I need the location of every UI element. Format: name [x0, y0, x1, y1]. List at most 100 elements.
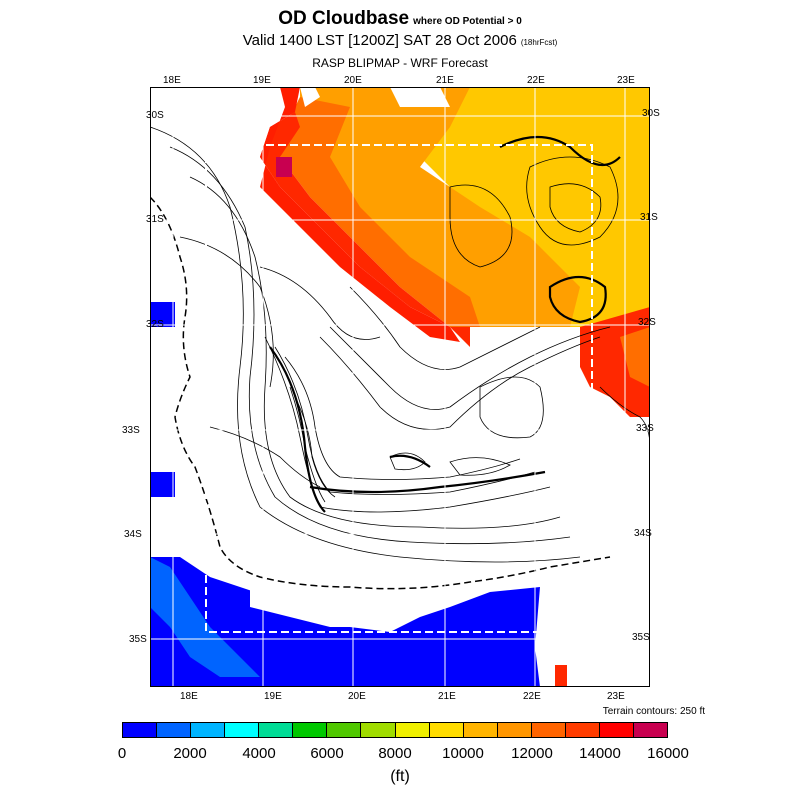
lat-label-left: 32S: [146, 319, 164, 330]
domain-box-outline: [205, 144, 593, 633]
legend-label: 0: [117, 745, 127, 762]
field-gap-2: [300, 87, 320, 107]
lon-label-bottom: 18E: [180, 691, 198, 702]
field-dark-orange-east: [620, 327, 650, 387]
legend-label: 16000: [647, 745, 689, 762]
contour-13: [479, 376, 544, 439]
lon-label-bottom: 19E: [264, 691, 282, 702]
coastline: [150, 196, 611, 590]
legend-swatch: [565, 723, 600, 737]
legend-swatch: [259, 723, 294, 737]
legend-swatch: [497, 723, 532, 737]
lon-label-top: 19E: [253, 75, 271, 86]
legend-swatch: [123, 723, 158, 737]
legend-swatch: [531, 723, 566, 737]
lat-label-right: 32S: [638, 317, 656, 328]
lon-label-top: 18E: [163, 75, 181, 86]
thick-contour-1: [269, 346, 326, 513]
thick-contour-4: [499, 136, 621, 167]
terrain-note: Terrain contours: 250 ft: [602, 706, 705, 717]
field-dark-orange: [280, 97, 480, 327]
legend-swatch: [429, 723, 464, 737]
field-blue-south: [150, 557, 540, 687]
thick-contour-5: [389, 454, 431, 468]
domain-box: [205, 144, 593, 633]
lon-label-top: 23E: [617, 75, 635, 86]
field-red-spot: [555, 665, 567, 687]
legend-label: 8000: [378, 745, 412, 762]
lon-label-bottom: 22E: [523, 691, 541, 702]
lat-label-right: 30S: [642, 108, 660, 119]
legend-label: 2000: [173, 745, 207, 762]
valid-time: Valid 1400 LST [1200Z] SAT 28 Oct 2006 (1…: [0, 32, 800, 49]
contour-14: [389, 452, 426, 471]
legend-label: 12000: [511, 745, 553, 762]
legend-label: 14000: [579, 745, 621, 762]
legend-swatch: [191, 723, 226, 737]
contour-9: [349, 286, 541, 370]
field-mid-blue: [150, 557, 260, 677]
legend-swatch: [327, 723, 362, 737]
legend-units: (ft): [390, 768, 410, 785]
cold-field: [150, 302, 567, 687]
field-gap-1: [390, 87, 450, 107]
lon-label-top: 21E: [436, 75, 454, 86]
forecast-hour: (18hrFcst): [520, 38, 558, 47]
legend-swatch: [293, 723, 328, 737]
map-title: OD Cloudbase: [278, 8, 410, 29]
field-red: [260, 112, 470, 347]
lat-label-right: 34S: [634, 528, 652, 539]
lat-label-right: 31S: [640, 212, 658, 223]
color-legend-bar: [122, 722, 668, 738]
contour-1: [150, 126, 581, 563]
legend-swatch: [395, 723, 430, 737]
thick-contours: [269, 136, 621, 513]
field-orange: [290, 87, 580, 327]
legend-swatch: [225, 723, 260, 737]
lat-label-left: 33S: [122, 425, 140, 436]
title-suffix: where OD Potential > 0: [413, 16, 522, 27]
contour-6: [284, 356, 521, 480]
valid-time-text: Valid 1400 LST [1200Z] SAT 28 Oct 2006: [242, 32, 517, 49]
warm-field: [260, 87, 650, 417]
legend-swatch: [157, 723, 192, 737]
contour-5: [274, 346, 536, 495]
contour-12: [449, 184, 513, 268]
field-red-band: [260, 87, 460, 342]
lat-label-left: 31S: [146, 214, 164, 225]
contour-4: [264, 336, 551, 513]
contour-8: [329, 326, 611, 410]
lon-label-bottom: 20E: [348, 691, 366, 702]
lat-label-left: 35S: [129, 634, 147, 645]
thick-contour-3: [548, 275, 607, 324]
lat-label-left: 30S: [146, 110, 164, 121]
contour-3: [189, 176, 561, 529]
legend-swatch: [599, 723, 634, 737]
field-gap-south: [250, 582, 400, 627]
legend-label: 4000: [242, 745, 276, 762]
lat-label-right: 35S: [632, 632, 650, 643]
legend-swatch: [463, 723, 498, 737]
field-blue-west: [150, 302, 175, 327]
lon-label-top: 22E: [527, 75, 545, 86]
contour-11: [179, 236, 274, 388]
map-title-row: OD Cloudbase where OD Potential > 0: [0, 8, 800, 30]
contour-15: [449, 457, 511, 476]
legend-swatch: [361, 723, 396, 737]
contour-20: [209, 426, 321, 488]
contour-10: [259, 266, 381, 340]
thick-contour-2: [309, 470, 546, 494]
cloudbase-map: [150, 87, 650, 687]
contour-2: [169, 146, 571, 545]
legend-label: 6000: [310, 745, 344, 762]
map-frame: [150, 87, 650, 687]
lat-lon-grid: [150, 87, 650, 687]
legend-swatch: [633, 723, 667, 737]
legend-label: 10000: [442, 745, 484, 762]
lat-label-left: 34S: [124, 529, 142, 540]
field-crimson: [276, 157, 292, 177]
lon-label-bottom: 23E: [607, 691, 625, 702]
model-source: RASP BLIPMAP - WRF Forecast: [312, 56, 488, 70]
lon-label-bottom: 21E: [438, 691, 456, 702]
lat-label-right: 33S: [636, 423, 654, 434]
